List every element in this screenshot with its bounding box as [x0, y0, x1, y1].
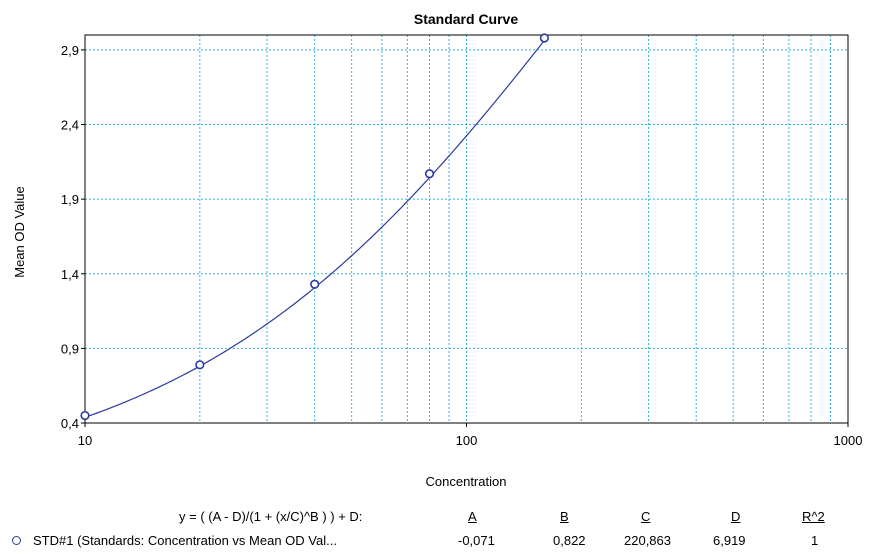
y-tick-label: 1,9	[61, 192, 79, 207]
data-point	[310, 279, 320, 289]
data-point	[195, 360, 205, 370]
data-point	[539, 33, 549, 43]
x-tick-label: 10	[78, 433, 92, 448]
y-axis-label: Mean OD Value	[12, 186, 27, 278]
param-header-c: C	[641, 509, 651, 524]
fit-equation: y = ( (A - D)/(1 + (x/C)^B ) ) + D:	[179, 509, 363, 524]
x-axis-label: Concentration	[426, 474, 507, 489]
y-tick-label: 0,4	[61, 416, 79, 431]
param-value-b: 0,822	[553, 533, 586, 548]
grid	[85, 35, 848, 423]
param-value-a: -0,071	[458, 533, 495, 548]
y-axis-ticks: 0,4 0,9 1,4 1,9 2,4 2,9	[61, 43, 85, 431]
series-label: STD#1 (Standards: Concentration vs Mean …	[33, 533, 337, 548]
x-tick-label: 100	[456, 433, 478, 448]
x-tick-label: 1000	[834, 433, 863, 448]
param-header-b: B	[560, 509, 569, 524]
x-axis-ticks: 10 100 1000	[78, 423, 863, 448]
data-point	[424, 169, 435, 179]
param-header-d: D	[731, 509, 741, 524]
y-tick-label: 2,9	[61, 43, 79, 58]
series-marker-icon	[12, 536, 21, 545]
r2-value: 1	[811, 533, 819, 548]
param-header-a: A	[468, 509, 477, 524]
y-tick-label: 0,9	[61, 341, 79, 356]
y-tick-label: 2,4	[61, 118, 79, 133]
data-point	[80, 410, 90, 421]
fit-curve	[84, 38, 547, 418]
r2-header: R^2	[802, 509, 825, 524]
param-value-d: 6,919	[713, 533, 746, 548]
y-tick-label: 1,4	[61, 267, 79, 282]
param-value-c: 220,863	[624, 533, 671, 548]
data-points	[80, 33, 549, 421]
chart-title: Standard Curve	[414, 11, 518, 27]
